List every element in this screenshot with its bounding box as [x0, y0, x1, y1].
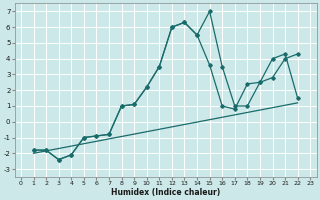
- X-axis label: Humidex (Indice chaleur): Humidex (Indice chaleur): [111, 188, 220, 197]
